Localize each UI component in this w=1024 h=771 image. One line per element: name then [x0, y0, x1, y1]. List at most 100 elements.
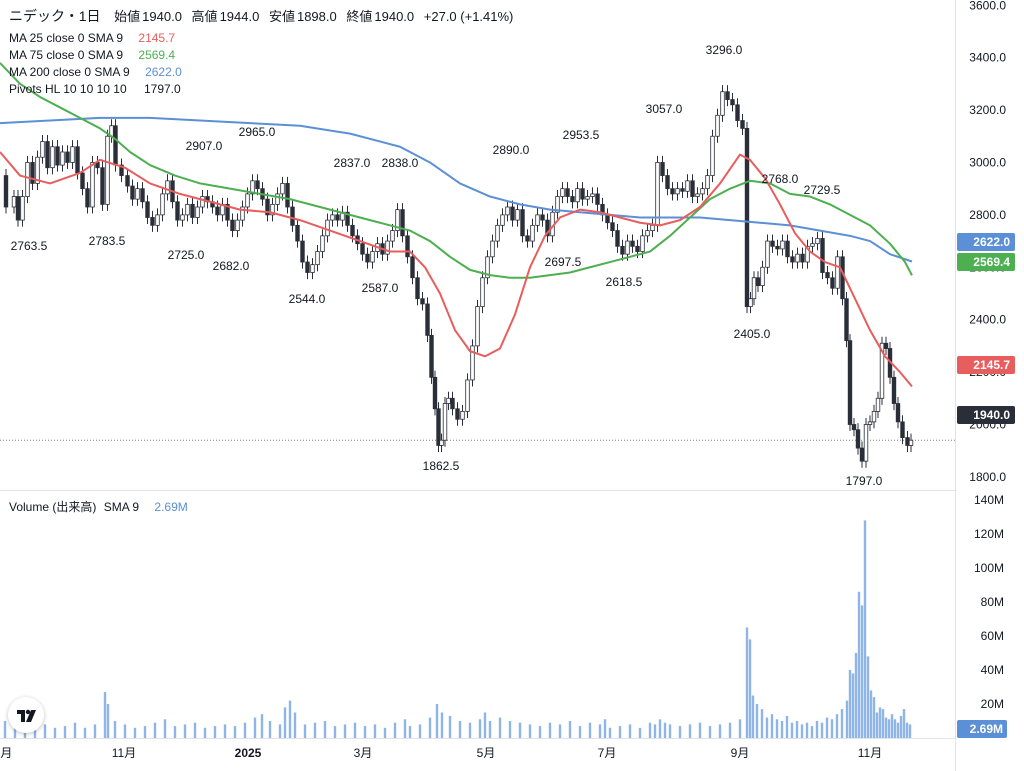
candle-body[interactable] — [180, 214, 185, 221]
candle-body[interactable] — [100, 167, 105, 205]
candle-body[interactable] — [720, 91, 725, 116]
candle-body[interactable] — [665, 175, 670, 190]
price-pane[interactable]: 2763.5 2783.5 2725.0 2682.0 2907.0 2965.0 2544… — [0, 43, 955, 488]
candle-body[interactable] — [295, 224, 300, 242]
candle-body[interactable] — [820, 238, 825, 273]
candle-body[interactable] — [119, 164, 124, 176]
volume-bar[interactable] — [343, 724, 347, 738]
volume-bar[interactable] — [498, 717, 502, 738]
volume-bar[interactable] — [863, 520, 867, 738]
candle-body[interactable] — [650, 224, 655, 231]
volume-bar[interactable] — [905, 722, 909, 738]
candle-body[interactable] — [436, 408, 441, 446]
volume-bar[interactable] — [869, 690, 873, 738]
candle-body[interactable] — [155, 214, 160, 226]
candle-body[interactable] — [490, 240, 495, 258]
volume-bar[interactable] — [468, 722, 472, 738]
volume-bar[interactable] — [303, 724, 307, 738]
candle-body[interactable] — [859, 447, 865, 462]
candle-body[interactable] — [675, 188, 680, 195]
candle-body[interactable] — [175, 201, 180, 221]
volume-bar[interactable] — [795, 721, 799, 738]
candle-body[interactable] — [867, 421, 873, 425]
volume-bar[interactable] — [213, 726, 217, 738]
candle-body[interactable] — [871, 410, 877, 423]
candle-body[interactable] — [480, 277, 485, 307]
volume-bar[interactable] — [908, 724, 912, 738]
candle-body[interactable] — [310, 264, 315, 273]
candle-body[interactable] — [879, 342, 885, 399]
candle-body[interactable] — [165, 180, 170, 195]
candle-body[interactable] — [365, 253, 370, 263]
candle-body[interactable] — [565, 188, 570, 197]
candle-body[interactable] — [580, 188, 585, 200]
candle-body[interactable] — [455, 408, 460, 420]
volume-bar[interactable] — [790, 722, 794, 738]
ma200-line[interactable] — [0, 116, 913, 263]
volume-bar[interactable] — [708, 726, 712, 738]
candle-body[interactable] — [3, 175, 9, 208]
candle-body[interactable] — [740, 120, 745, 129]
candle-body[interactable] — [432, 376, 438, 410]
candle-body[interactable] — [345, 211, 350, 226]
candle-body[interactable] — [875, 397, 881, 412]
candle-body[interactable] — [85, 188, 90, 208]
candle-body[interactable] — [863, 424, 869, 462]
candle-body[interactable] — [520, 209, 525, 237]
candle-body[interactable] — [540, 214, 545, 221]
volume-bar[interactable] — [548, 722, 552, 738]
volume-bar[interactable] — [860, 605, 864, 738]
volume-bar[interactable] — [800, 724, 804, 738]
candle-body[interactable] — [420, 298, 425, 305]
volume-bar[interactable] — [33, 729, 37, 739]
candle-body[interactable] — [680, 188, 685, 192]
candle-body[interactable] — [510, 206, 515, 221]
candle-body[interactable] — [555, 196, 560, 213]
volume-bar[interactable] — [851, 673, 855, 738]
candle-body[interactable] — [270, 203, 275, 216]
candle-body[interactable] — [760, 266, 765, 287]
candle-body[interactable] — [815, 238, 820, 245]
volume-bar[interactable] — [825, 717, 829, 738]
volume-bar[interactable] — [283, 707, 287, 738]
candle-body[interactable] — [255, 180, 260, 190]
candle-body[interactable] — [851, 424, 857, 431]
candle-body[interactable] — [395, 209, 400, 231]
volume-bar[interactable] — [243, 722, 247, 738]
symbol-title[interactable]: ニデック・1日 — [9, 8, 101, 24]
volume-bar[interactable] — [878, 707, 882, 738]
tradingview-logo-icon[interactable] — [8, 697, 44, 733]
volume-bar[interactable] — [698, 722, 702, 738]
candle-body[interactable] — [350, 224, 355, 237]
candle-body[interactable] — [145, 201, 150, 218]
candle-body[interactable] — [744, 127, 750, 307]
candle-body[interactable] — [835, 256, 840, 289]
volume-bar[interactable] — [899, 715, 903, 738]
volume-bar[interactable] — [608, 727, 612, 738]
candle-body[interactable] — [575, 188, 580, 203]
volume-bar[interactable] — [663, 722, 667, 738]
candle-body[interactable] — [790, 256, 795, 263]
volume-bar[interactable] — [745, 627, 749, 739]
candle-body[interactable] — [660, 162, 665, 176]
candle-body[interactable] — [515, 209, 520, 221]
volume-bar[interactable] — [528, 724, 532, 738]
candle-body[interactable] — [400, 209, 405, 237]
volume-bar[interactable] — [123, 724, 127, 738]
volume-bar[interactable] — [751, 695, 755, 739]
volume-pane[interactable] — [0, 520, 912, 738]
volume-bar[interactable] — [313, 722, 317, 738]
volume-bar[interactable] — [902, 709, 906, 738]
volume-bar[interactable] — [53, 727, 57, 738]
candle-body[interactable] — [200, 196, 205, 208]
candle-body[interactable] — [245, 193, 250, 208]
volume-bar[interactable] — [93, 724, 97, 738]
volume-bar[interactable] — [223, 724, 227, 738]
candle-body[interactable] — [370, 251, 375, 263]
candle-body[interactable] — [625, 240, 630, 255]
candle-body[interactable] — [429, 335, 434, 378]
indicator-ma25[interactable]: MA 25 close 0 SMA 9 2145.7 — [9, 30, 179, 46]
volume-bar[interactable] — [440, 712, 444, 739]
volume-bar[interactable] — [163, 719, 167, 738]
candle-body[interactable] — [795, 253, 800, 263]
